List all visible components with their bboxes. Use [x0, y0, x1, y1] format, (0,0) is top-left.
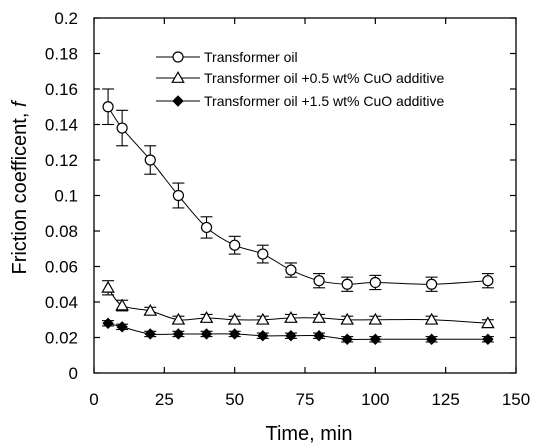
y-tick-label: 0.2: [54, 9, 78, 28]
data-point: [116, 321, 128, 333]
series-3: [102, 317, 494, 345]
data-point: [341, 333, 353, 345]
y-tick-label: 0.04: [45, 293, 78, 312]
data-point: [257, 248, 269, 260]
legend-label: Transformer oil: [204, 49, 298, 65]
data-point: [229, 239, 241, 251]
y-tick-label: 0.18: [45, 45, 78, 64]
data-point: [115, 298, 129, 311]
data-point: [200, 328, 213, 340]
data-point: [340, 312, 354, 325]
data-point: [256, 312, 270, 325]
data-point: [313, 330, 325, 342]
y-axis-title-symbol: f: [9, 99, 31, 107]
y-tick-label: 0.16: [45, 80, 78, 99]
data-point: [341, 278, 353, 290]
data-point: [284, 311, 298, 323]
data-point: [312, 311, 326, 323]
data-point: [172, 189, 184, 202]
y-axis-title: Friction coefficent, f: [9, 99, 31, 274]
data-point: [172, 328, 185, 340]
data-point: [102, 101, 114, 113]
data-point: [285, 264, 297, 276]
y-tick-label: 0.02: [45, 329, 78, 348]
series-1: [102, 88, 494, 292]
x-tick-label: 25: [155, 390, 174, 409]
data-point: [144, 328, 156, 340]
y-axis: 0 0.02 0.04 0.06 0.08 0.1 0.12 0.14 0.16 0.18 0.2: [45, 9, 516, 383]
data-point: [199, 311, 214, 323]
series-layer: [101, 88, 495, 345]
y-tick-label: 0.12: [45, 151, 78, 170]
legend-label: Transformer oil +0.5 wt% CuO additive: [204, 70, 445, 86]
y-tick-label: 0.06: [45, 258, 78, 277]
data-point: [101, 280, 115, 293]
data-point: [424, 312, 439, 325]
legend-label: Transformer oil +1.5 wt% CuO additive: [204, 93, 445, 109]
series-2: [101, 280, 495, 329]
data-point: [144, 154, 156, 166]
data-point: [482, 275, 494, 287]
y-tick-label: 0.14: [45, 116, 78, 135]
y-axis-title-text: Friction coefficent,: [9, 107, 31, 274]
data-point: [313, 275, 325, 287]
data-point: [425, 333, 438, 345]
x-axis: 0 25 50 75 100 125 150: [89, 18, 530, 409]
data-point: [143, 303, 158, 316]
data-point: [116, 122, 128, 134]
x-tick-label: 100: [361, 390, 389, 409]
x-tick-label: 50: [225, 390, 244, 409]
x-tick-label: 150: [502, 390, 530, 409]
x-tick-label: 75: [296, 390, 315, 409]
data-point: [228, 328, 241, 340]
data-point: [171, 312, 186, 325]
data-point: [285, 330, 297, 342]
y-tick-label: 0: [69, 364, 78, 383]
legend-marker: [172, 51, 184, 63]
data-point: [482, 333, 494, 345]
data-point: [368, 312, 383, 325]
x-tick-label: 0: [89, 390, 98, 409]
x-axis-title: Time, min: [265, 423, 352, 445]
data-point: [102, 317, 114, 330]
data-point: [257, 330, 269, 342]
data-point: [200, 221, 213, 234]
data-point: [426, 278, 438, 290]
data-point: [369, 333, 382, 345]
x-tick-label: 125: [431, 390, 459, 409]
series-line: [107, 106, 488, 285]
legend-marker: [171, 71, 185, 83]
data-point: [369, 276, 381, 289]
legend-marker: [172, 95, 184, 107]
data-point: [481, 316, 495, 329]
y-tick-label: 0.08: [45, 222, 78, 241]
data-point: [227, 312, 242, 325]
legend: Transformer oil Transformer oil +0.5 wt% …: [156, 49, 445, 109]
y-tick-label: 0.1: [54, 187, 78, 206]
